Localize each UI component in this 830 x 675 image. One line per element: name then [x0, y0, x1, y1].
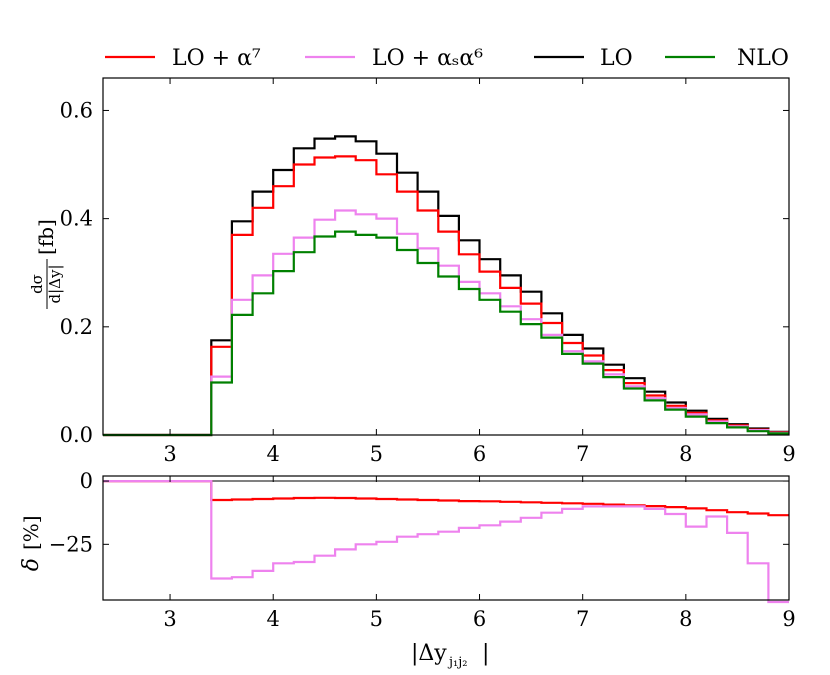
ratio-xtick-label-9: 9 [782, 607, 795, 631]
main-panel: 3 4 5 6 7 8 9 0.0 0.2 0.4 0.6 dσ d|Δy| [fb] [28, 77, 796, 466]
main-ytick-label-0.6: 0.6 [60, 98, 93, 122]
legend-label-nlo: NLO [737, 46, 789, 71]
ratio-xlabel-subscript: j₁j₂ [447, 655, 467, 670]
ratio-xtick-label-4: 4 [267, 607, 280, 631]
main-ylabel: dσ d|Δy| [fb] [28, 219, 64, 309]
ratio-xtick-label-5: 5 [370, 607, 383, 631]
ratio-ylabel-unit: [%] [19, 515, 43, 550]
main-xtick-label-3: 3 [163, 442, 176, 466]
main-series-lo-line [103, 135, 789, 437]
ratio-ylabel-symbol: δ [19, 558, 44, 571]
main-xtick-label-8: 8 [679, 442, 692, 466]
ratio-plot-frame [102, 475, 790, 601]
main-xtick-label-7: 7 [576, 442, 589, 466]
ratio-ytick-label-0: 0 [80, 469, 93, 493]
main-series-group [103, 135, 789, 437]
legend-label-lo-alphas-alpha6: LO + αₛα⁶ [372, 46, 483, 71]
ratio-ytick-label-−25: −25 [49, 532, 93, 556]
ratio-xlabel: |Δy j₁j₂ | [411, 641, 489, 670]
main-series-nlo-line [103, 230, 789, 437]
legend-label-lo: LO [600, 46, 633, 71]
main-ylabel-unit: [fb] [34, 219, 58, 255]
ratio-xtick-label-8: 8 [679, 607, 692, 631]
ratio-panel: 3 4 5 6 7 8 9 0 −25 δ [%] |Δy j₁j₂ | [19, 469, 796, 670]
ratio-ticks: 3 4 5 6 7 8 9 0 −25 [49, 469, 796, 631]
main-xtick-label-6: 6 [473, 442, 486, 466]
ratio-xlabel-main: |Δy [411, 641, 447, 666]
main-ylabel-numerator: dσ [28, 274, 46, 294]
main-xtick-label-5: 5 [370, 442, 383, 466]
main-plot-frame [102, 77, 790, 436]
main-ytick-label-0.2: 0.2 [60, 315, 93, 339]
main-ytick-label-0.0: 0.0 [60, 423, 93, 447]
ratio-series-group [103, 480, 789, 604]
main-ytick-label-0.4: 0.4 [60, 207, 93, 231]
main-xtick-label-9: 9 [782, 442, 795, 466]
main-ylabel-denominator: d|Δy| [46, 264, 64, 303]
main-series-lo_asa6-line [103, 209, 789, 437]
legend-label-lo-alpha7: LO + α⁷ [172, 46, 261, 71]
ratio-xtick-label-3: 3 [163, 607, 176, 631]
ratio-xtick-label-7: 7 [576, 607, 589, 631]
ratio-series-lo_asa6-line [103, 480, 789, 604]
ratio-xlabel-close: | [482, 641, 489, 666]
ratio-series-lo_a7-line [103, 480, 789, 517]
legend: LO + α⁷ LO + αₛα⁶ LO NLO [105, 46, 789, 71]
ratio-xtick-label-6: 6 [473, 607, 486, 631]
main-ticks: 3 4 5 6 7 8 9 0.0 0.2 0.4 0.6 [60, 78, 796, 466]
ratio-ylabel: δ [%] [19, 515, 44, 571]
main-xtick-label-4: 4 [267, 442, 280, 466]
main-series-lo_a7-line [103, 155, 789, 437]
